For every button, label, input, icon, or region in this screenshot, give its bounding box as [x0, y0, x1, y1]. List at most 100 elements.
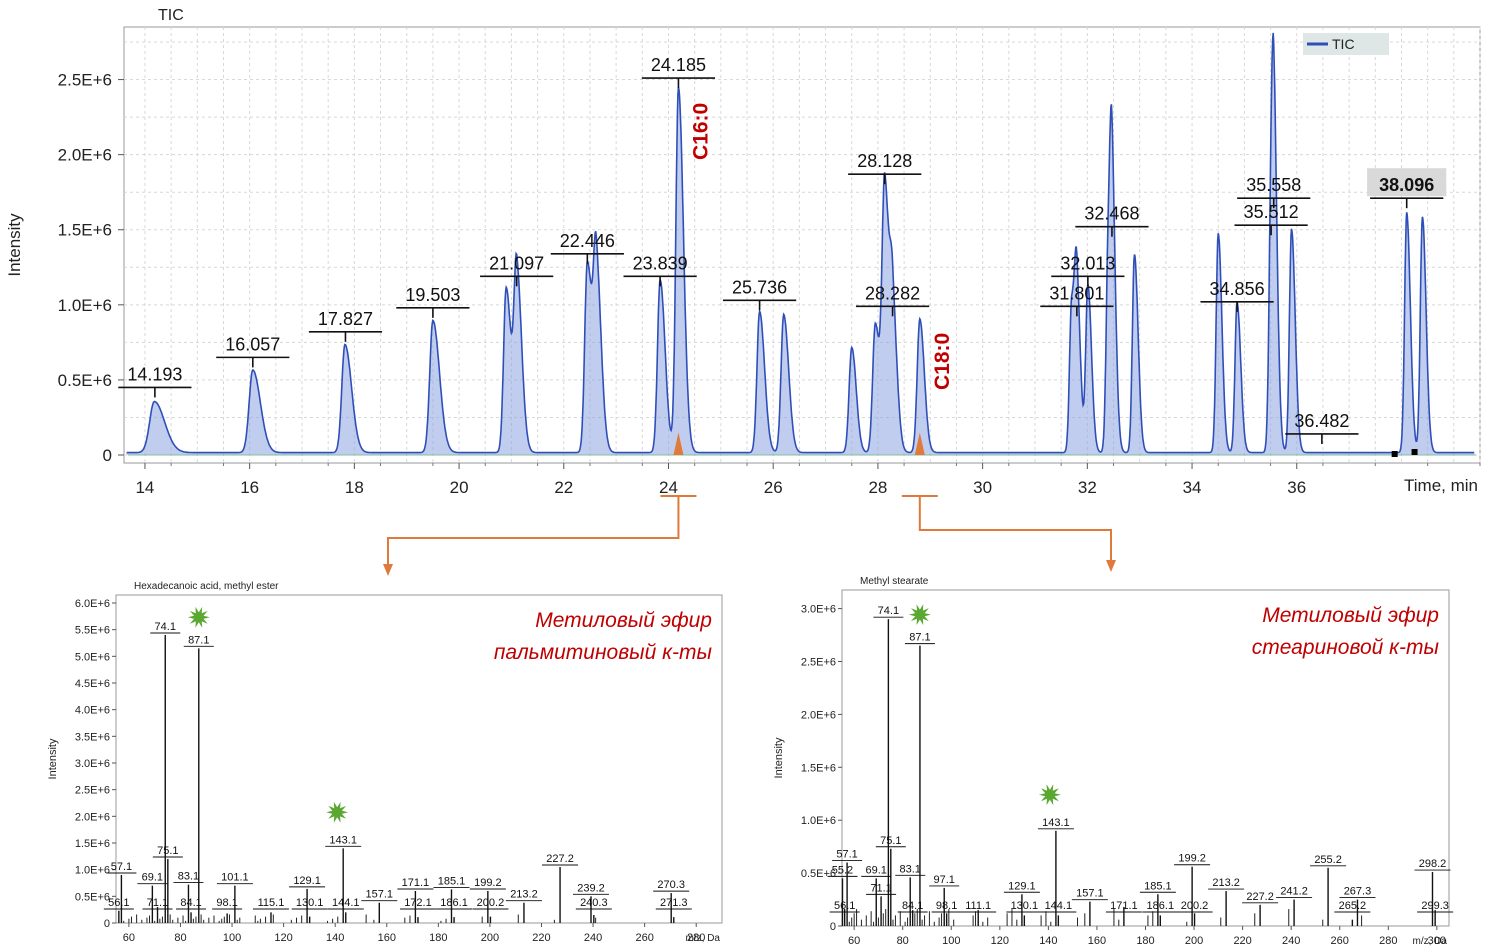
ms-callout-line: стеариновой к-ты: [1252, 636, 1440, 659]
y-axis-label: Intensity: [5, 213, 24, 277]
ms-peak-label: 157.1: [1076, 888, 1104, 900]
ms-y-tick-label: 3.0E+6: [75, 758, 110, 770]
ms-peak-label: 213.2: [510, 889, 538, 901]
ms-peak-label: 199.2: [474, 877, 502, 889]
peak-label: 34.856: [1210, 279, 1265, 299]
peak-marker-black: [1391, 451, 1398, 457]
ms-peak-label: 143.1: [1042, 817, 1070, 829]
ms-title: Hexadecanoic acid, methyl ester: [134, 581, 279, 592]
peak-label: 28.282: [865, 283, 920, 303]
ms-y-tick-label: 3.5E+6: [75, 731, 110, 743]
ms-peak-label: 98.1: [936, 900, 957, 912]
peak-label: 35.512: [1244, 202, 1299, 222]
peak-label: 22.446: [560, 231, 615, 251]
peak-to-spectrum-arrows: [383, 495, 1116, 576]
ms-peak-label: 129.1: [1008, 880, 1036, 892]
ms-peak-label: 56.1: [108, 897, 129, 909]
ms-peak-label: 200.2: [477, 897, 505, 909]
ms-y-tick-label: 0: [830, 921, 836, 933]
ms-peak-label: 75.1: [157, 845, 178, 857]
ms-peak-label: 71.1: [870, 882, 891, 894]
peak-marker-black: [1411, 449, 1418, 455]
ms-peak-label: 97.1: [934, 874, 955, 886]
peak-label: 32.013: [1060, 253, 1115, 273]
x-tick-label: 32: [1078, 478, 1097, 497]
ms-peak-label: 200.2: [1181, 900, 1209, 912]
ms-peak-label: 55.2: [832, 864, 853, 876]
ms-peak-label: 186.1: [1147, 900, 1175, 912]
ms-x-tick-label: 60: [123, 932, 135, 944]
y-tick-label: 2.5E+6: [58, 71, 112, 90]
marker-star-icon: [187, 606, 210, 628]
ms-y-tick-label: 2.0E+6: [75, 811, 110, 823]
ms-x-tick-label: 140: [326, 932, 344, 944]
legend-label: TIC: [1332, 36, 1355, 52]
ms-peak-label: 129.1: [293, 875, 321, 887]
y-tick-label: 1.5E+6: [58, 221, 112, 240]
ms-y-axis-label: Intensity: [47, 738, 59, 779]
tic-chart: 0 0.5E+6 1.0E+6 1.5E+6 2.0E+6 2.5E+6 14 16 18 20 2…: [5, 7, 1481, 497]
x-axis-label: Time, min: [1404, 476, 1478, 495]
x-tick-label: 20: [450, 478, 469, 497]
ms-x-axis-label: m/z, Da: [686, 933, 721, 944]
ms-peak-label: 240.3: [580, 897, 608, 909]
ms-x-tick-label: 80: [897, 935, 909, 946]
ms-peak-label: 83.1: [178, 871, 199, 883]
peak-label: 16.057: [225, 334, 280, 354]
ms-peak-label: 130.1: [296, 897, 324, 909]
ms-y-tick-label: 5.5E+6: [75, 625, 110, 637]
x-tick-label: 24: [659, 478, 678, 497]
arrow-c16: [387, 495, 697, 566]
ms-y-tick-label: 2.5E+6: [75, 785, 110, 797]
ms-y-tick-label: 1.0E+6: [801, 815, 836, 827]
ms-peak-label: 271.3: [660, 897, 688, 909]
spectrum-c16: 0 0.5E+6 1.0E+6 1.5E+6 2.0E+6 2.5E+6 3.0E+6 3.5…: [47, 581, 723, 944]
y-tick-label: 1.0E+6: [58, 296, 112, 315]
ms-peak-label: 227.2: [1246, 891, 1274, 903]
callout-c16: C16:0: [689, 103, 712, 160]
ms-peak-label: 87.1: [188, 634, 209, 646]
marker-star-icon: [908, 604, 931, 626]
ms-peak-label: 98.1: [216, 897, 237, 909]
ms-peak-label: 111.1: [965, 900, 991, 912]
ms-y-tick-label: 5.0E+6: [75, 651, 110, 663]
ms-y-tick-label: 2.5E+6: [801, 656, 836, 668]
ms-peak-label: 144.1: [332, 897, 360, 909]
ms-x-tick-label: 80: [174, 932, 186, 944]
ms-peak-label: 75.1: [880, 835, 901, 847]
ms-x-tick-label: 120: [991, 935, 1009, 946]
ms-y-tick-label: 6.0E+6: [75, 598, 110, 610]
peak-label: 23.839: [633, 253, 688, 273]
x-tick-label: 16: [240, 478, 259, 497]
ms-peak-label: 299.3: [1421, 900, 1449, 912]
ms-peak-label: 241.2: [1280, 886, 1308, 898]
ms-y-tick-label: 0.5E+6: [75, 891, 110, 903]
ms-x-tick-label: 240: [1282, 935, 1300, 946]
ms-peak-label: 74.1: [155, 621, 176, 633]
ms-x-tick-label: 300: [1428, 935, 1446, 946]
chart-title: TIC: [158, 7, 184, 24]
tic-fill: [126, 32, 1475, 456]
ms-peak-label: 185.1: [438, 875, 466, 887]
ms-peak-label: 265.2: [1339, 900, 1367, 912]
ms-y-tick-label: 1.5E+6: [801, 762, 836, 774]
ms-x-tick-label: 160: [378, 932, 396, 944]
ms-peak-label: 84.1: [180, 897, 201, 909]
y-tick-label: 0: [103, 446, 112, 465]
x-tick-label: 30: [973, 478, 992, 497]
ms-peak-label: 115.1: [258, 897, 285, 909]
ms-peak-label: 84.1: [902, 900, 923, 912]
ms-peak-label: 185.1: [1144, 880, 1172, 892]
x-tick-label: 18: [345, 478, 364, 497]
ms-title: Methyl stearate: [860, 576, 929, 587]
peak-label: 19.503: [405, 285, 460, 305]
callout-c18: C18:0: [931, 333, 954, 390]
ms-x-tick-label: 280: [1379, 935, 1397, 946]
ms-peak-label: 199.2: [1178, 853, 1206, 865]
ms-y-tick-label: 1.0E+6: [75, 865, 110, 877]
arrow-head-c18: [1106, 560, 1116, 572]
ms-peak-label: 255.2: [1314, 854, 1342, 866]
ms-x-tick-label: 240: [584, 932, 602, 944]
x-tick-label: 36: [1287, 478, 1306, 497]
ms-x-tick-label: 60: [848, 935, 860, 946]
